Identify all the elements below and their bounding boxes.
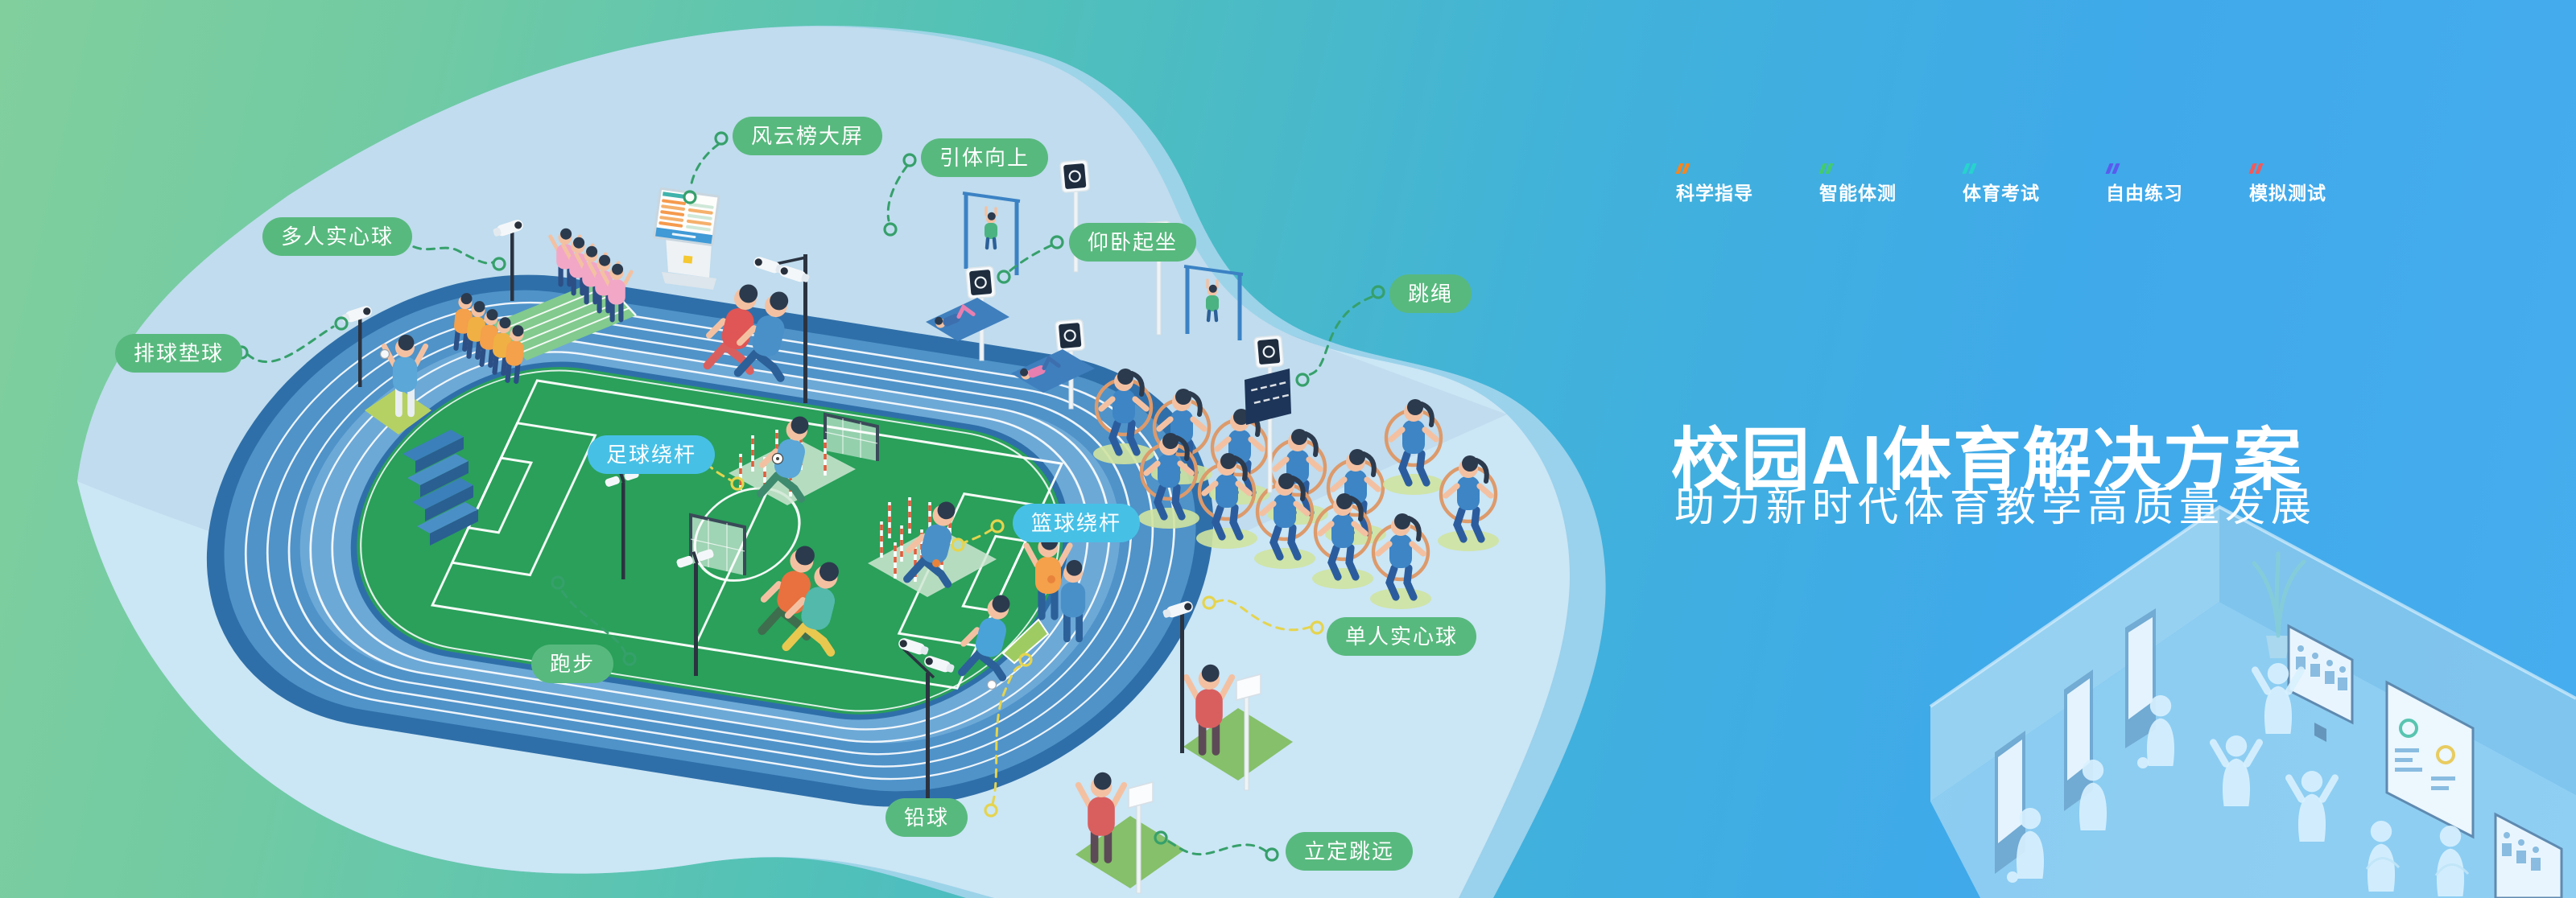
callout-label: 篮球绕杆 (1031, 511, 1122, 535)
double-slash-icon (2105, 163, 2120, 174)
callout-multi-medicine-ball: 多人实心球 (262, 217, 413, 256)
nav-item-science-guidance[interactable]: 科学指导 (1675, 163, 1753, 205)
room-plant (2252, 551, 2306, 658)
leaderboard-kiosk (653, 187, 720, 290)
double-slash-icon (1818, 163, 1834, 174)
callout-label: 仰卧起坐 (1088, 230, 1179, 254)
room-wall-screens (2287, 624, 2563, 898)
callout-standing-long-jump: 立定跳远 (1286, 832, 1414, 871)
callout-pull-up: 引体向上 (921, 138, 1049, 177)
soccer-goal-left (689, 513, 746, 575)
callout-label: 立定跳远 (1304, 839, 1395, 863)
callout-label: 多人实心球 (281, 224, 394, 249)
nav-label: 模拟测试 (2249, 183, 2326, 204)
feature-nav: 科学指导 智能体测 体育考试 自由练习 模拟测试 (1675, 163, 2326, 205)
callout-shot-put: 铅球 (886, 798, 968, 837)
shot-put-area (962, 591, 1050, 690)
soccer-goal-top (824, 412, 879, 461)
callout-label: 足球绕杆 (606, 443, 697, 467)
callout-label: 单人实心球 (1345, 624, 1459, 649)
nav-label: 智能体测 (1819, 183, 1897, 204)
page-subtitle: 助力新时代体育教学高质量发展 (1674, 484, 2317, 529)
callout-volleyball-bump: 排球垫球 (115, 334, 243, 373)
football-slalom-station (729, 413, 856, 505)
callout-basketball-dribble: 篮球绕杆 (1013, 504, 1141, 542)
callout-label: 铅球 (904, 805, 950, 830)
bleacher-steps (402, 430, 478, 546)
double-slash-icon (1962, 163, 1977, 174)
nav-item-mock-test[interactable]: 模拟测试 (2248, 163, 2326, 205)
callout-label: 排球垫球 (134, 341, 225, 365)
long-jump-station-1 (1183, 665, 1293, 791)
cctv-cameras (341, 218, 1195, 822)
callout-sit-up: 仰卧起坐 (1069, 223, 1197, 262)
basketball (932, 559, 940, 567)
volleyball-station (365, 335, 431, 435)
callout-single-medicine-ball: 单人实心球 (1327, 617, 1477, 656)
pull-up-station-1 (962, 192, 1021, 275)
callout-soccer-dribble: 足球绕杆 (588, 435, 716, 474)
nav-item-smart-fitness-test[interactable]: 智能体测 (1818, 163, 1897, 205)
nav-label: 自由练习 (2106, 183, 2183, 204)
double-slash-icon (2248, 163, 2264, 174)
nav-label: 科学指导 (1676, 183, 1753, 204)
connector-lines (234, 131, 1385, 862)
volleyball (379, 348, 390, 360)
callout-running: 跑步 (531, 645, 614, 683)
page-title: 校园AI体育解决方案 (1671, 422, 2304, 499)
jump-rope-scoreboard (1245, 334, 1291, 493)
pull-up-station-2 (1183, 265, 1244, 340)
callout-label: 风云榜大屏 (751, 124, 865, 148)
nav-label: 体育考试 (1963, 183, 2040, 204)
double-slash-icon (1675, 163, 1690, 174)
nav-item-free-practice[interactable]: 自由练习 (2105, 163, 2183, 205)
ball (1047, 575, 1055, 583)
sit-up-station (926, 298, 1095, 393)
indoor-room (1929, 505, 2576, 898)
callout-leaderboard-screen: 风云榜大屏 (733, 117, 883, 155)
nav-item-pe-exam[interactable]: 体育考试 (1962, 163, 2040, 205)
callout-label: 跳绳 (1408, 282, 1454, 306)
room-people (2007, 663, 2470, 896)
callout-label: 跑步 (550, 652, 596, 676)
callout-label: 引体向上 (939, 146, 1030, 170)
callout-rope-skipping: 跳绳 (1389, 274, 1472, 313)
